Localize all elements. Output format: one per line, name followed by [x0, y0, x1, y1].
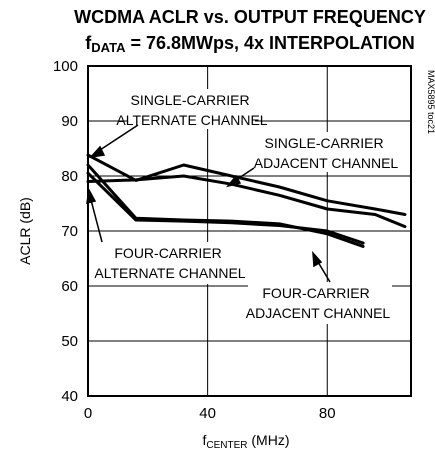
y-tick-label-80: 80: [61, 168, 78, 185]
leader-four-carrier-alternate: [90, 199, 103, 243]
y-tick-label-90: 90: [61, 113, 78, 130]
y-tick-label-70: 70: [61, 223, 78, 240]
leader-arrows: [86, 124, 331, 283]
y-tick-label-50: 50: [61, 333, 78, 350]
figure-id-tag: MAX5895 toc21: [426, 70, 435, 134]
arrowhead-single-carrier-adjacent: [226, 174, 242, 188]
arrowhead-four-carrier-alternate: [86, 187, 97, 205]
leader-single-carrier-adjacent: [235, 167, 255, 181]
chart-title: WCDMA ACLR vs. OUTPUT FREQUENCY: [74, 7, 426, 27]
label-bg-fc-adj: [248, 282, 392, 324]
series-layer: [86, 153, 407, 248]
y-axis-label: ACLR (dB): [17, 197, 33, 265]
chart-subtitle: fDATA = 76.8MWps, 4x INTERPOLATION: [85, 33, 414, 55]
leader-single-carrier-alternate: [99, 124, 139, 151]
plot-frame: [87, 65, 412, 397]
annotation-single-carrier-alternate: SINGLE-CARRIER ALTERNATE CHANNEL: [116, 92, 267, 128]
label-bg-sc-alt: [128, 89, 255, 129]
x-tick-label-0: 0: [84, 405, 92, 422]
x-tick-label-80: 80: [319, 405, 336, 422]
series-line-single-carrier-adjacent: [86, 174, 407, 229]
label-bg-sc-adj: [252, 132, 400, 172]
annotation-single-carrier-adjacent: SINGLE-CARRIER ADJACENT CHANNEL: [254, 135, 399, 171]
chart-subtitle-subscript: DATA: [91, 40, 126, 55]
annotation-four-carrier-alternate: FOUR-CARRIER ALTERNATE CHANNEL: [94, 245, 245, 281]
x-tick-label-40: 40: [199, 405, 216, 422]
leader-four-carrier-adjacent: [317, 261, 331, 283]
y-tick-label-60: 60: [61, 278, 78, 295]
arrowhead-single-carrier-alternate: [89, 145, 106, 159]
annotation-four-carrier-adjacent: FOUR-CARRIER ADJACENT CHANNEL: [246, 285, 391, 321]
series-line-four-carrier-adjacent: [86, 171, 365, 245]
x-axis-label: fCENTER (MHz): [202, 432, 289, 451]
y-tick-label-40: 40: [61, 388, 78, 405]
y-tick-label-100: 100: [53, 58, 78, 75]
arrowhead-four-carrier-adjacent: [312, 250, 323, 268]
tick-layer: 40 50 60 70 80 90 100 0 40 80: [53, 58, 336, 422]
x-axis-label-subscript: CENTER: [206, 440, 247, 451]
label-bg-fc-alt: [96, 242, 248, 284]
